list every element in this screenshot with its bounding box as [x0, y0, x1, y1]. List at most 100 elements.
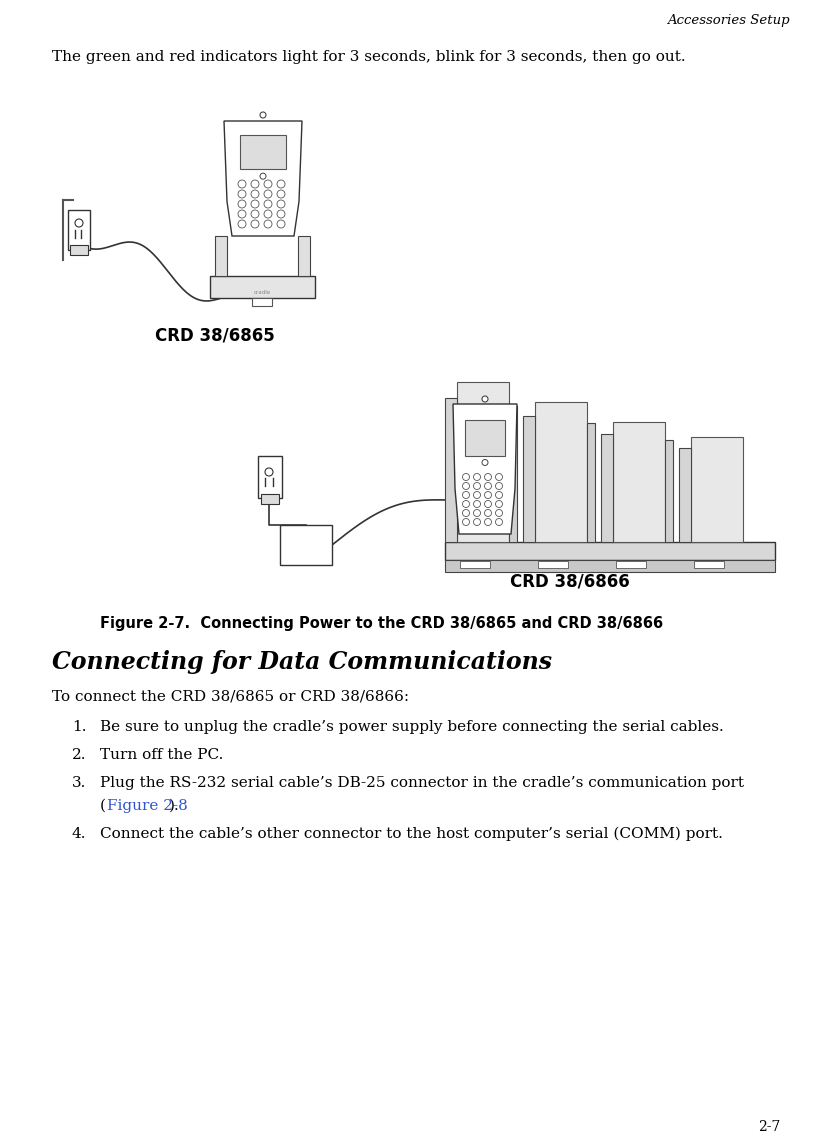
Bar — [280, 525, 332, 565]
Text: To connect the CRD 38/6865 or CRD 38/6866:: To connect the CRD 38/6865 or CRD 38/686… — [52, 690, 409, 703]
Circle shape — [495, 491, 503, 499]
Text: The green and red indicators light for 3 seconds, blink for 3 seconds, then go o: The green and red indicators light for 3… — [52, 50, 685, 64]
Circle shape — [485, 500, 491, 507]
Circle shape — [264, 190, 272, 198]
Text: CRD 38/6865: CRD 38/6865 — [155, 325, 275, 344]
Circle shape — [495, 500, 503, 507]
Bar — [694, 561, 724, 568]
Bar — [68, 210, 90, 250]
Circle shape — [265, 468, 273, 476]
Bar — [210, 276, 315, 298]
Circle shape — [277, 200, 285, 208]
Text: 4.: 4. — [72, 827, 86, 841]
Circle shape — [238, 210, 246, 218]
Bar — [261, 494, 279, 504]
Bar — [445, 542, 775, 560]
Polygon shape — [453, 404, 517, 534]
Circle shape — [473, 518, 481, 525]
Circle shape — [485, 491, 491, 499]
Circle shape — [485, 518, 491, 525]
Circle shape — [251, 190, 259, 198]
Circle shape — [463, 491, 469, 499]
Circle shape — [495, 509, 503, 516]
Text: cradle: cradle — [254, 290, 271, 296]
Text: Be sure to unplug the cradle’s power supply before connecting the serial cables.: Be sure to unplug the cradle’s power sup… — [100, 719, 724, 734]
Bar — [679, 448, 691, 542]
Circle shape — [473, 500, 481, 507]
Polygon shape — [224, 121, 302, 236]
Circle shape — [482, 459, 488, 466]
Bar — [465, 419, 505, 456]
Bar — [215, 236, 227, 276]
Circle shape — [251, 220, 259, 228]
Bar — [587, 423, 595, 542]
Bar — [535, 402, 587, 542]
Circle shape — [264, 210, 272, 218]
Bar — [70, 246, 88, 255]
Circle shape — [277, 220, 285, 228]
Text: 2-7: 2-7 — [757, 1120, 780, 1134]
Circle shape — [485, 483, 491, 490]
Text: CRD 38/6866: CRD 38/6866 — [510, 572, 630, 590]
Circle shape — [482, 396, 488, 402]
Circle shape — [463, 518, 469, 525]
Circle shape — [260, 174, 266, 179]
Bar — [523, 416, 535, 542]
Bar — [613, 423, 665, 542]
Circle shape — [264, 220, 272, 228]
Bar — [460, 561, 490, 568]
Text: 2.: 2. — [72, 748, 86, 762]
Circle shape — [264, 200, 272, 208]
Text: Connecting for Data Communications: Connecting for Data Communications — [52, 650, 552, 674]
Bar — [601, 434, 613, 542]
Circle shape — [238, 180, 246, 188]
Bar — [616, 561, 646, 568]
Circle shape — [238, 190, 246, 198]
Circle shape — [238, 200, 246, 208]
Circle shape — [485, 509, 491, 516]
Circle shape — [251, 200, 259, 208]
Bar — [298, 236, 310, 276]
Circle shape — [473, 474, 481, 481]
Circle shape — [260, 112, 266, 118]
Circle shape — [251, 180, 259, 188]
Text: 1.: 1. — [72, 719, 86, 734]
Circle shape — [75, 219, 83, 227]
Bar — [445, 399, 457, 542]
Text: Figure 2-8: Figure 2-8 — [107, 799, 188, 813]
Circle shape — [277, 190, 285, 198]
Circle shape — [463, 509, 469, 516]
Bar — [457, 383, 509, 542]
Bar — [538, 561, 568, 568]
Bar — [445, 560, 775, 572]
Circle shape — [473, 491, 481, 499]
Circle shape — [251, 210, 259, 218]
Circle shape — [495, 474, 503, 481]
Circle shape — [473, 483, 481, 490]
Text: Turn off the PC.: Turn off the PC. — [100, 748, 224, 762]
Bar — [665, 440, 673, 542]
Circle shape — [473, 509, 481, 516]
Circle shape — [463, 483, 469, 490]
Bar — [258, 456, 282, 498]
Circle shape — [277, 210, 285, 218]
Circle shape — [495, 483, 503, 490]
Text: Plug the RS-232 serial cable’s DB-25 connector in the cradle’s communication por: Plug the RS-232 serial cable’s DB-25 con… — [100, 777, 744, 790]
Bar — [240, 135, 286, 169]
Text: ).: ). — [169, 799, 180, 813]
Circle shape — [463, 474, 469, 481]
Text: Connect the cable’s other connector to the host computer’s serial (COMM) port.: Connect the cable’s other connector to t… — [100, 827, 723, 842]
Circle shape — [238, 220, 246, 228]
Circle shape — [495, 518, 503, 525]
Circle shape — [277, 180, 285, 188]
Text: Accessories Setup: Accessories Setup — [667, 14, 790, 27]
Circle shape — [264, 180, 272, 188]
Bar — [509, 407, 517, 542]
Circle shape — [463, 500, 469, 507]
Text: 3.: 3. — [72, 777, 86, 790]
Bar — [252, 298, 272, 306]
Bar — [691, 437, 743, 542]
Text: Figure 2-7.  Connecting Power to the CRD 38/6865 and CRD 38/6866: Figure 2-7. Connecting Power to the CRD … — [100, 616, 663, 632]
Circle shape — [485, 474, 491, 481]
Text: (: ( — [100, 799, 106, 813]
